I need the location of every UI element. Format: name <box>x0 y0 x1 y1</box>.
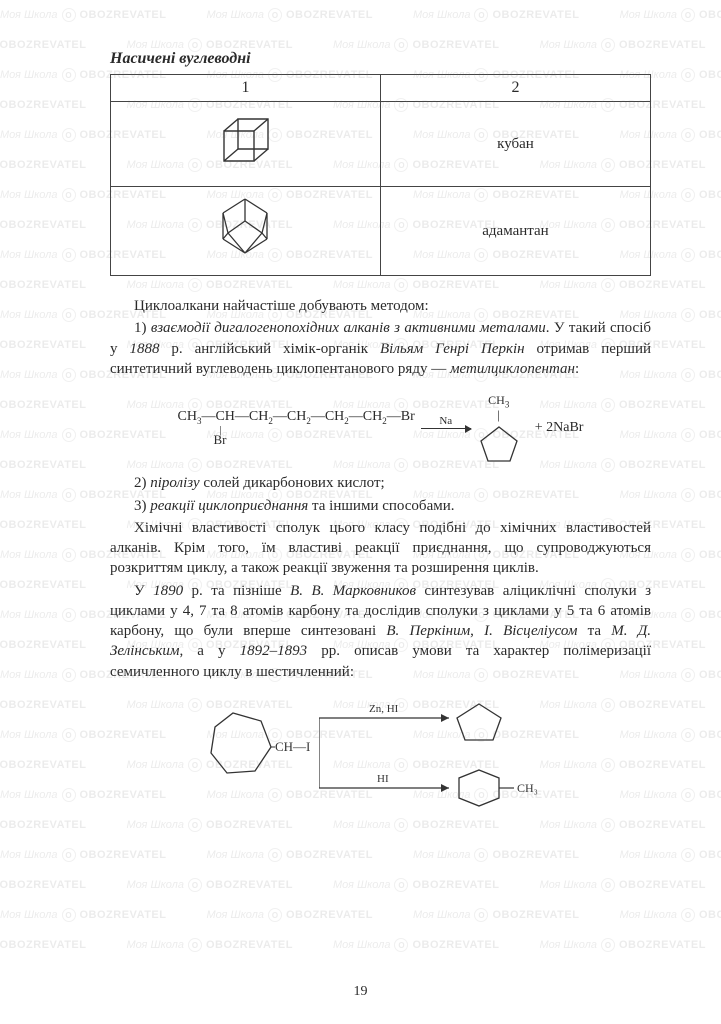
arrow-label: Na <box>439 415 452 427</box>
reaction-arrow: Na <box>421 428 471 429</box>
text: , а у <box>179 643 239 659</box>
cubane-label: кубан <box>381 102 651 187</box>
text: та <box>577 623 611 639</box>
para-method2: 2) піролізу солей дикарбонових кислот; <box>110 473 651 493</box>
text: 3) <box>134 498 150 514</box>
year: 1890 <box>153 583 183 599</box>
cubane-structure <box>111 102 381 187</box>
reaction-2: CH—I Zn, HI HI CH₃ <box>110 698 651 808</box>
text: 1) <box>134 320 151 336</box>
text: 2) <box>134 475 150 491</box>
adamantane-structure <box>111 187 381 276</box>
text: солей дикарбонових кислот; <box>200 475 385 491</box>
chemist-name: В. Перкіним <box>386 623 470 639</box>
svg-text:HI: HI <box>377 773 389 785</box>
year: 1888 <box>129 341 159 357</box>
chemist-name: Вільям Генрі Перкін <box>380 341 525 357</box>
adamantane-label: адамантан <box>381 187 651 276</box>
page-number: 19 <box>0 984 721 1000</box>
text-italic: піролізу <box>150 475 199 491</box>
reactant-formula: CH3—CH—CH2—CH2—CH2—CH2—Br <box>178 409 415 424</box>
cyclopentane-icon <box>477 423 521 463</box>
text: р. англійський хімік-органік <box>159 341 380 357</box>
section-title: Насичені вуглеводні <box>110 50 651 68</box>
text: : <box>575 361 579 377</box>
compound-name: метилциклопентан <box>450 361 575 377</box>
reaction-1: CH3—CH—CH2—CH2—CH2—CH2—Br | Br Na CH3 | … <box>110 393 651 463</box>
para-properties: Хімічні властивості сполук цього класу п… <box>110 518 651 579</box>
table-row: адамантан <box>111 187 651 276</box>
table-header-1: 1 <box>111 75 381 102</box>
text-italic: реакції циклоприєднання <box>150 498 308 514</box>
text: та іншими способами. <box>308 498 454 514</box>
svg-text:CH—I: CH—I <box>275 739 310 754</box>
para-intro: Циклоалкани найчастіше добувають методом… <box>110 296 651 316</box>
text: р. та пізніше <box>183 583 290 599</box>
para-method1: 1) взаємодії дигалогенопохідних алканів … <box>110 318 651 379</box>
table-header-2: 2 <box>381 75 651 102</box>
cycloheptane-iodide: CH—I <box>203 705 313 800</box>
structures-table: 1 2 кубан <box>110 74 651 276</box>
table-row: кубан <box>111 102 651 187</box>
text: , <box>470 623 484 639</box>
years: 1892–1893 <box>240 643 308 659</box>
text-italic: взаємодії дигалогенопохідних алканів з а… <box>151 320 546 336</box>
para-history: У 1890 р. та пізніше В. В. Марковников с… <box>110 581 651 682</box>
svg-text:CH₃: CH₃ <box>517 781 538 795</box>
product-tail: + 2NaBr <box>535 420 584 436</box>
para-method3: 3) реакції циклоприєднання та іншими спо… <box>110 496 651 516</box>
chemist-name: В. В. Марковников <box>290 583 416 599</box>
reaction-scheme: Zn, HI HI CH₃ <box>319 698 559 808</box>
text: У <box>134 583 153 599</box>
svg-text:Zn, HI: Zn, HI <box>369 703 399 715</box>
reactant-sub: Br <box>178 432 415 448</box>
chemist-name: І. Вісцеліусом <box>484 623 577 639</box>
